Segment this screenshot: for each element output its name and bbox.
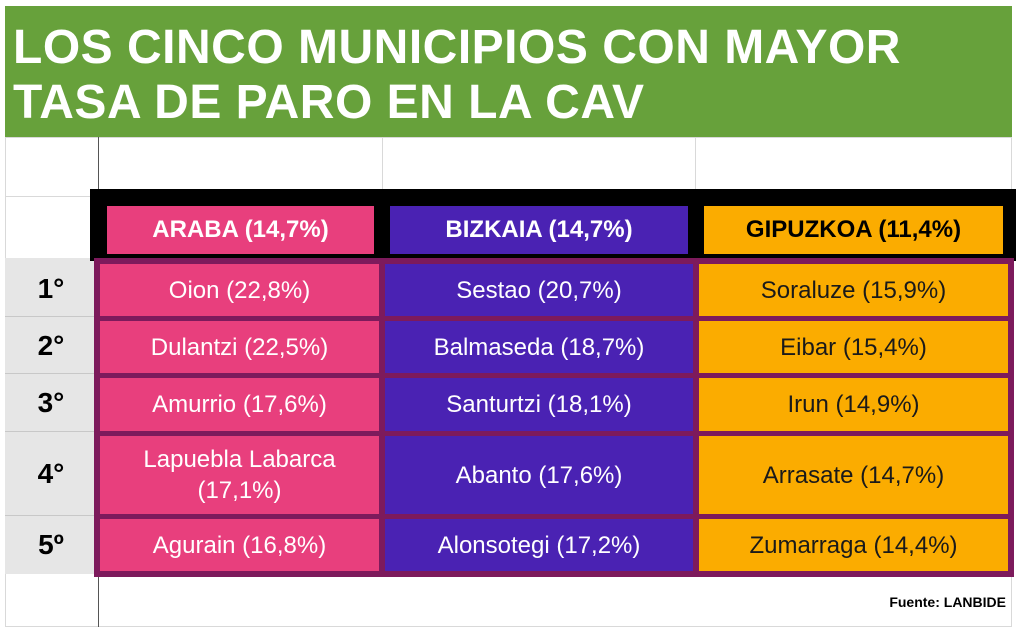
grid-line	[5, 137, 1012, 138]
grid-line	[382, 137, 383, 197]
title-line-2: TASA DE PARO EN LA CAV	[13, 76, 645, 129]
rank-label: 2°	[37, 329, 65, 361]
rank-separator	[5, 373, 97, 374]
cell-bizkaia: Abanto (17,6%)	[385, 436, 693, 514]
column-header-bizkaia: BIZKAIA (14,7%)	[390, 206, 688, 254]
rank-column	[5, 258, 97, 574]
rank-label: 3°	[37, 387, 65, 418]
cell-araba: Agurain (16,8%)	[100, 519, 379, 571]
cell-gipuzkoa: Irun (14,9%)	[699, 378, 1008, 431]
cell-bizkaia: Alonsotegi (17,2%)	[385, 519, 693, 571]
cell-gipuzkoa: Eibar (15,4%)	[699, 321, 1008, 373]
rank-separator	[5, 316, 97, 317]
cell-gipuzkoa: Soraluze (15,9%)	[699, 264, 1008, 316]
cell-bizkaia: Santurtzi (18,1%)	[385, 378, 693, 431]
column-header-gipuzkoa: GIPUZKOA (11,4%)	[704, 206, 1003, 254]
rank-label: 4°	[37, 458, 65, 489]
cell-araba: Amurrio (17,6%)	[100, 378, 379, 431]
rank-separator	[5, 431, 97, 432]
page-title: LOS CINCO MUNICIPIOS CON MAYOR TASA DE P…	[13, 20, 901, 130]
cell-bizkaia: Balmaseda (18,7%)	[385, 321, 693, 373]
cell-gipuzkoa: Zumarraga (14,4%)	[699, 519, 1008, 571]
cell-bizkaia: Sestao (20,7%)	[385, 264, 693, 316]
cell-araba: Lapuebla Labarca (17,1%)	[100, 436, 379, 514]
grid-line	[695, 137, 696, 197]
source-note: Fuente: LANBIDE	[889, 594, 1006, 610]
grid-line	[5, 626, 1012, 627]
title-banner: LOS CINCO MUNICIPIOS CON MAYOR TASA DE P…	[5, 6, 1012, 137]
cell-araba: Oion (22,8%)	[100, 264, 379, 316]
cell-gipuzkoa: Arrasate (14,7%)	[699, 436, 1008, 514]
column-header-araba: ARABA (14,7%)	[107, 206, 374, 254]
rank-label: 1°	[37, 273, 65, 304]
rank-separator	[5, 515, 97, 516]
cell-araba: Dulantzi (22,5%)	[100, 321, 379, 373]
rank-label: 5º	[38, 529, 64, 560]
title-line-1: LOS CINCO MUNICIPIOS CON MAYOR	[13, 21, 901, 74]
